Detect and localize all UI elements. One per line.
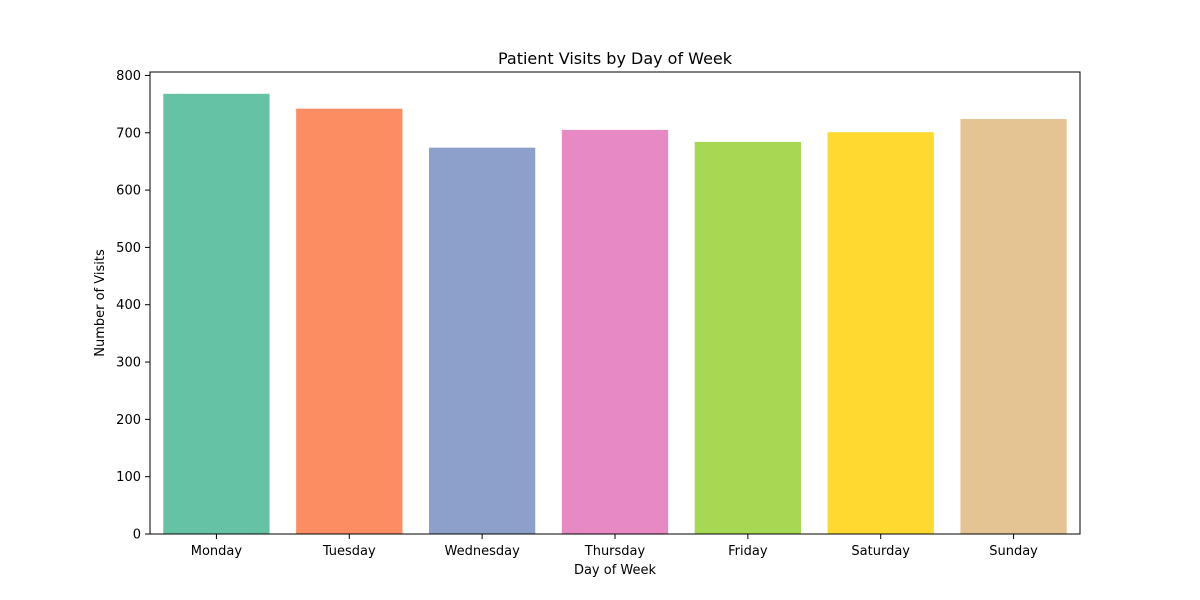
y-tick-label: 600 <box>116 184 141 199</box>
y-tick-label: 700 <box>116 126 141 141</box>
y-tick-label: 500 <box>116 241 141 256</box>
x-tick-label: Friday <box>728 544 768 559</box>
y-tick-label: 400 <box>116 298 141 313</box>
bar-friday <box>694 141 801 534</box>
x-tick-label: Monday <box>191 544 243 559</box>
bars-group <box>163 93 1067 535</box>
x-tick-label: Saturday <box>851 544 910 559</box>
bar-sunday <box>960 119 1067 535</box>
x-tick-label: Thursday <box>584 544 646 559</box>
y-axis-ticks: 0 100 200 300 400 500 600 700 800 <box>116 69 150 543</box>
x-tick-label: Wednesday <box>445 544 521 559</box>
bar-wednesday <box>429 147 536 534</box>
plot-frame <box>149 71 1081 535</box>
x-tick-label: Sunday <box>989 544 1038 559</box>
bar-thursday <box>561 129 669 534</box>
x-tick-label: Tuesday <box>322 544 376 559</box>
x-axis-ticks: Monday Tuesday Wednesday Thursday Friday Satu… <box>191 534 1038 559</box>
y-tick-label: 100 <box>116 470 141 485</box>
y-tick-label: 800 <box>116 69 141 84</box>
bar-tuesday <box>296 108 403 534</box>
y-axis-label: Number of Visits <box>93 249 108 357</box>
chart-title: Patient Visits by Day of Week <box>498 49 733 68</box>
y-tick-label: 300 <box>116 356 141 371</box>
y-tick-label: 0 <box>133 528 141 543</box>
x-axis-label: Day of Week <box>574 563 657 578</box>
y-tick-label: 200 <box>116 413 141 428</box>
bar-monday <box>163 93 270 534</box>
bar-saturday <box>827 132 934 535</box>
